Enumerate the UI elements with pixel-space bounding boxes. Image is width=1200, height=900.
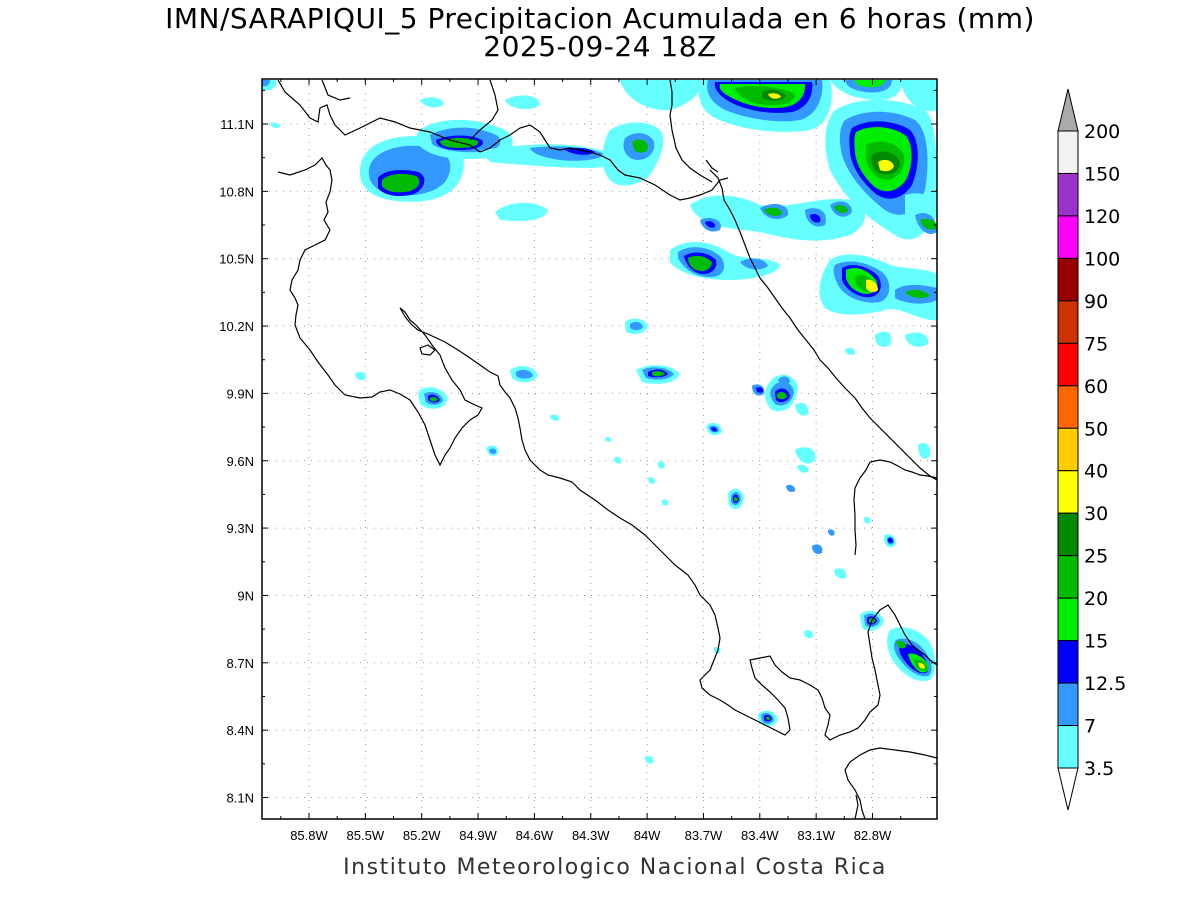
precip-cell — [625, 318, 648, 334]
precip-cell — [636, 365, 680, 384]
precip-cell — [510, 366, 538, 383]
colorbar-label: 90 — [1084, 291, 1108, 313]
colorbar-label: 40 — [1084, 461, 1108, 483]
lon-tick-label: 84.6W — [516, 828, 554, 843]
lat-tick-label: 9.6N — [227, 454, 254, 469]
colorbar-top-arrow — [1057, 88, 1079, 132]
lon-tick-label: 84.9W — [459, 828, 497, 843]
colorbar-swatch — [1057, 257, 1079, 302]
colorbar-swatch — [1057, 597, 1079, 642]
colorbar-label: 20 — [1084, 588, 1108, 610]
colorbar-label: 3.5 — [1084, 758, 1114, 780]
colorbar-swatch — [1057, 555, 1079, 599]
colorbar-swatch — [1057, 342, 1079, 387]
colorbar-label: 200 — [1084, 121, 1120, 143]
lon-tick-label: 85.5W — [347, 828, 385, 843]
colorbar-label: 120 — [1084, 206, 1120, 228]
colorbar-swatch — [1057, 215, 1079, 259]
lon-tick-label: 85.2W — [403, 828, 441, 843]
colorbar-swatch — [1057, 130, 1079, 174]
precip-cell — [670, 241, 780, 280]
lat-tick-label: 11.1N — [220, 117, 254, 132]
precip-cell — [698, 80, 832, 132]
lon-tick-label: 85.8W — [290, 828, 328, 843]
colorbar-label: 12.5 — [1084, 673, 1126, 695]
lat-tick-label: 8.4N — [227, 723, 254, 738]
colorbar-label: 7 — [1084, 716, 1096, 738]
precip-cell — [758, 710, 778, 727]
lon-tick-label: 84.3W — [572, 828, 610, 843]
lat-tick-label: 9N — [237, 588, 254, 603]
lat-tick-label: 8.1N — [227, 791, 254, 806]
precip-cell — [825, 99, 937, 240]
colorbar-legend: 200 150 120 100 90 75 60 50 40 30 25 20 15 12.5 7 3.5 — [1057, 88, 1126, 811]
lat-tick-label: 9.3N — [227, 521, 254, 536]
colorbar-swatch — [1057, 725, 1079, 769]
colorbar-label: 50 — [1084, 418, 1108, 440]
colorbar-swatch — [1057, 300, 1079, 344]
lat-tick-label: 10.2N — [219, 319, 254, 334]
colorbar-swatch — [1057, 470, 1079, 514]
precip-field — [262, 80, 937, 764]
precip-cell — [884, 534, 896, 548]
map-subtitle-date: 2025-09-24 18Z — [483, 30, 717, 63]
colorbar-swatch — [1057, 512, 1079, 557]
lon-tick-label: 83.1W — [797, 828, 835, 843]
precip-cell — [706, 422, 722, 436]
colorbar-label: 150 — [1084, 163, 1120, 185]
lat-tick-label: 8.7N — [227, 656, 254, 671]
precip-cell — [752, 374, 809, 416]
coastlines — [277, 79, 937, 819]
colorbar-swatch — [1057, 385, 1079, 429]
lat-lon-grid — [262, 79, 937, 819]
colorbar-label: 100 — [1084, 248, 1120, 270]
precip-cell — [418, 387, 448, 409]
lon-tick-label: 83.4W — [741, 828, 779, 843]
lon-tick-label: 82.8W — [854, 828, 892, 843]
colorbar-label: 30 — [1084, 503, 1108, 525]
colorbar-bottom-arrow — [1057, 767, 1079, 811]
colorbar-label: 75 — [1084, 333, 1108, 355]
map-frame — [261, 78, 938, 820]
colorbar-label: 25 — [1084, 546, 1108, 568]
lon-tick-label: 84W — [634, 828, 661, 843]
lat-tick-label: 9.9N — [227, 386, 254, 401]
footer-credit: Instituto Meteorologico Nacional Costa R… — [343, 855, 887, 880]
colorbar-swatch — [1057, 640, 1079, 684]
precip-cell — [887, 627, 936, 682]
map-title: IMN/SARAPIQUI_5 Precipitacion Acumulada … — [165, 2, 1035, 35]
precip-cell — [359, 136, 464, 202]
lat-tick-label: 10.5N — [219, 252, 254, 267]
lat-tick-label: 10.8N — [219, 184, 254, 199]
colorbar-label: 60 — [1084, 376, 1108, 398]
colorbar-swatch — [1057, 682, 1079, 727]
precip-cell — [728, 488, 744, 510]
latitude-axis: 11.1N 10.8N 10.5N 10.2N 9.9N 9.6N 9.3N 9N 8.7N 8.… — [219, 89, 937, 806]
colorbar-label: 15 — [1084, 631, 1108, 653]
lon-tick-label: 83.7W — [685, 828, 723, 843]
longitude-axis: 85.8W 85.5W 85.2W 84.9W 84.6W 84.3W 84W 83.7W 83… — [280, 79, 902, 843]
precip-cell — [819, 254, 937, 321]
colorbar-swatch — [1057, 427, 1079, 472]
colorbar-swatch — [1057, 172, 1079, 217]
